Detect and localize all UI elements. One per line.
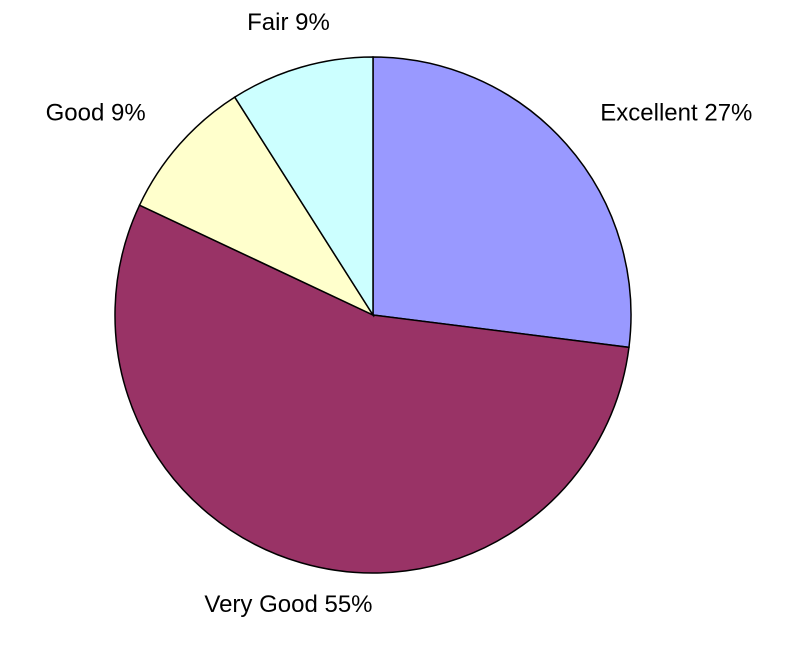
pie-slice (372, 56, 632, 349)
category-label: Excellent (600, 100, 698, 127)
value-label: 9% (295, 9, 330, 36)
slice-label: Excellent 27% (600, 100, 752, 127)
category-label: Very Good (204, 591, 317, 618)
category-label: Good (46, 100, 105, 127)
value-label: 27% (704, 100, 752, 127)
pie-slice (114, 204, 630, 574)
pie-slice (138, 96, 376, 317)
slice-label: Very Good 55% (204, 591, 372, 618)
value-label: 9% (111, 100, 146, 127)
pie-slice (233, 56, 374, 318)
value-label: 55% (324, 591, 372, 618)
category-label: Fair (247, 9, 288, 36)
slice-label: Fair 9% (247, 9, 330, 36)
slice-label: Good 9% (46, 100, 146, 127)
